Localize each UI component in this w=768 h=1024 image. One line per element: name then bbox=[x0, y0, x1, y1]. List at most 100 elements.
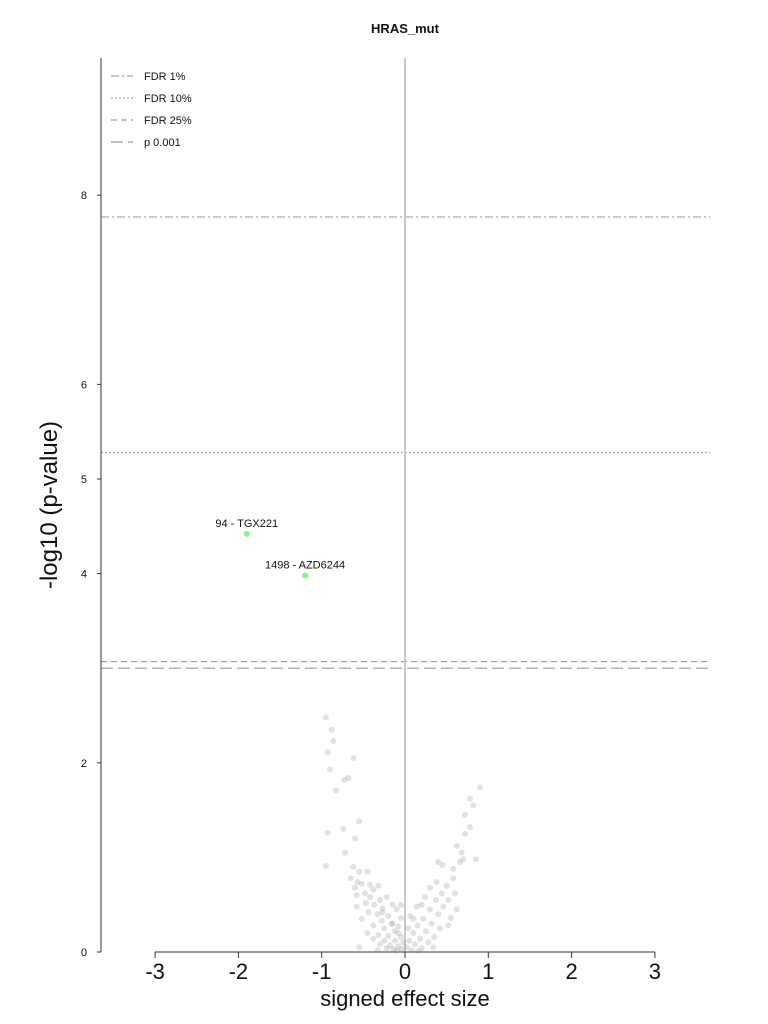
data-point bbox=[451, 890, 458, 897]
data-point bbox=[426, 884, 433, 891]
x-tick-label: 1 bbox=[482, 959, 494, 984]
y-axis-title: -log10 (p-value) bbox=[36, 421, 63, 589]
highlighted-point bbox=[302, 572, 309, 579]
data-point bbox=[358, 915, 365, 922]
x-tick-label: 0 bbox=[399, 959, 411, 984]
data-point bbox=[365, 909, 372, 916]
data-point bbox=[383, 945, 390, 952]
data-point bbox=[379, 905, 386, 912]
data-point bbox=[422, 928, 429, 935]
data-point bbox=[371, 901, 378, 908]
data-point bbox=[374, 947, 381, 954]
data-point bbox=[406, 913, 413, 920]
data-point bbox=[430, 944, 437, 951]
x-axis-title: signed effect size bbox=[320, 986, 490, 1011]
data-point bbox=[370, 886, 377, 893]
data-point bbox=[350, 863, 357, 870]
point-label: 1498 - AZD6244 bbox=[265, 559, 345, 571]
data-point bbox=[443, 882, 450, 889]
data-point bbox=[393, 906, 400, 913]
data-point bbox=[461, 830, 468, 837]
data-point bbox=[411, 941, 418, 948]
highlighted-points: 94 - TGX221 1498 - AZD6244 bbox=[215, 518, 345, 579]
data-point bbox=[436, 925, 443, 932]
data-point bbox=[450, 875, 457, 882]
data-point bbox=[364, 868, 371, 875]
data-point bbox=[414, 922, 421, 929]
x-tick-label: -2 bbox=[229, 959, 249, 984]
data-point bbox=[370, 935, 377, 942]
data-point bbox=[370, 922, 377, 929]
data-point bbox=[383, 894, 390, 901]
y-tick-label: 2 bbox=[81, 758, 87, 770]
x-tick-label: 2 bbox=[565, 959, 577, 984]
data-point bbox=[466, 824, 473, 831]
data-point bbox=[461, 811, 468, 818]
data-point bbox=[353, 903, 360, 910]
data-point bbox=[398, 946, 405, 953]
data-point bbox=[408, 947, 415, 954]
data-point bbox=[405, 925, 412, 932]
data-point bbox=[406, 937, 413, 944]
data-point bbox=[342, 849, 349, 856]
data-point bbox=[428, 920, 435, 927]
data-point bbox=[395, 930, 402, 937]
data-point bbox=[387, 942, 394, 949]
data-point bbox=[379, 909, 386, 916]
data-point bbox=[367, 894, 374, 901]
x-tick-label: 3 bbox=[649, 959, 661, 984]
data-point bbox=[445, 896, 452, 903]
background-points bbox=[322, 714, 483, 955]
data-point bbox=[438, 890, 445, 897]
data-point bbox=[432, 896, 439, 903]
data-point bbox=[395, 943, 402, 950]
data-point bbox=[388, 920, 395, 927]
data-point bbox=[392, 928, 399, 935]
data-point bbox=[324, 749, 331, 756]
data-point bbox=[397, 914, 404, 921]
data-point bbox=[426, 906, 433, 913]
data-point bbox=[389, 920, 396, 927]
data-point bbox=[378, 917, 385, 924]
data-point bbox=[324, 829, 331, 836]
data-point bbox=[353, 892, 360, 899]
data-point bbox=[381, 937, 388, 944]
data-point bbox=[458, 849, 465, 856]
data-point bbox=[453, 906, 460, 913]
data-point bbox=[400, 939, 407, 946]
data-point bbox=[347, 875, 354, 882]
data-point bbox=[440, 903, 447, 910]
data-point bbox=[418, 945, 425, 952]
data-point bbox=[397, 901, 404, 908]
data-point bbox=[390, 946, 397, 953]
data-point bbox=[413, 903, 420, 910]
data-point bbox=[450, 865, 457, 872]
data-point bbox=[377, 896, 384, 903]
data-point bbox=[352, 835, 359, 842]
data-point bbox=[340, 826, 347, 833]
data-point bbox=[375, 882, 382, 889]
data-point bbox=[322, 862, 329, 869]
data-point bbox=[356, 944, 363, 951]
data-point bbox=[439, 861, 446, 868]
y-tick-label: 8 bbox=[81, 190, 87, 202]
data-point bbox=[362, 899, 369, 906]
data-point bbox=[410, 915, 417, 922]
data-point bbox=[328, 726, 335, 733]
data-point bbox=[415, 948, 422, 955]
data-point bbox=[332, 787, 339, 794]
point-label: 94 - TGX221 bbox=[215, 518, 278, 530]
data-point bbox=[341, 776, 348, 783]
data-point bbox=[435, 911, 442, 918]
data-point bbox=[453, 843, 460, 850]
x-axis-ticks: -3 -2 -1 0 1 2 3 bbox=[145, 952, 661, 984]
x-tick-label: -3 bbox=[145, 959, 165, 984]
data-point bbox=[420, 915, 427, 922]
data-point bbox=[472, 856, 479, 863]
legend-label: FDR 10% bbox=[144, 93, 192, 105]
data-point bbox=[358, 880, 365, 887]
data-point bbox=[345, 774, 352, 781]
data-point bbox=[418, 901, 425, 908]
